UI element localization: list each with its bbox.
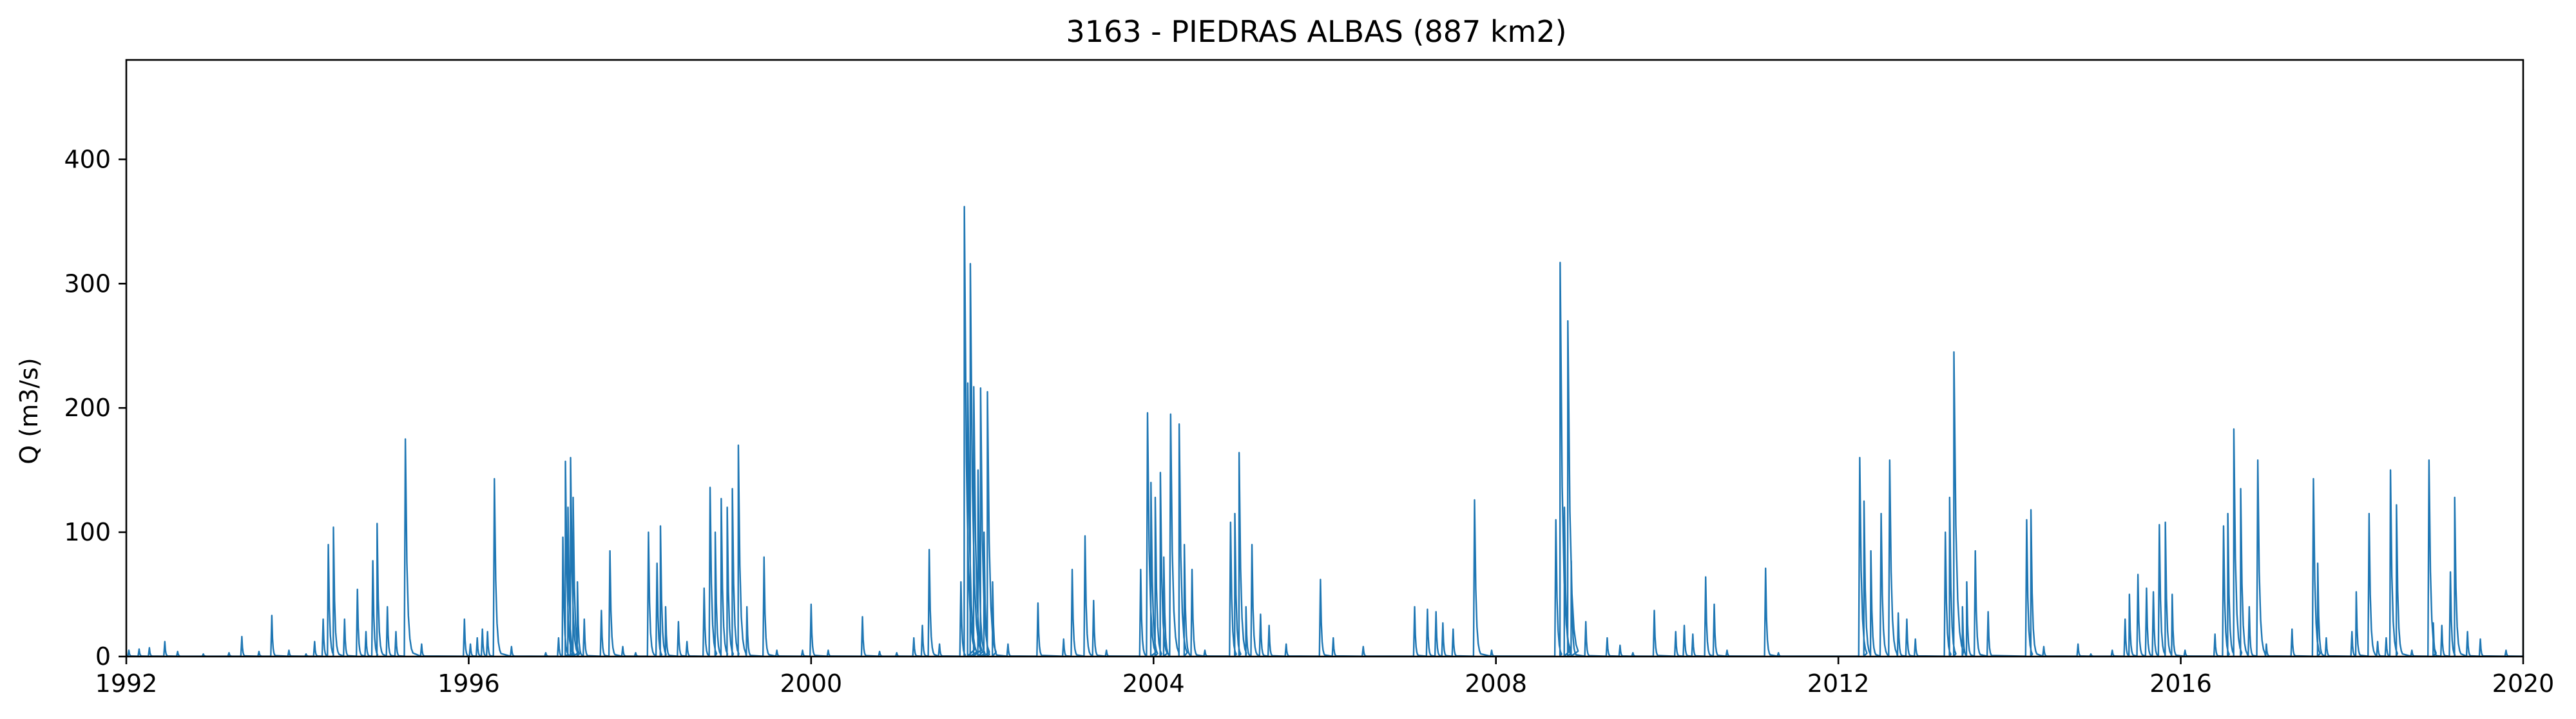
x-tick-label: 2016 xyxy=(2149,669,2212,698)
y-tick-label: 300 xyxy=(64,269,111,298)
y-axis: 0 100 200 300 400 xyxy=(64,145,126,671)
y-tick-label: 0 xyxy=(95,642,111,671)
y-tick-label: 200 xyxy=(64,394,111,422)
y-tick-label: 100 xyxy=(64,518,111,546)
y-tick-label: 400 xyxy=(64,145,111,173)
plot-frame xyxy=(126,60,2523,657)
discharge-series-line xyxy=(126,90,2523,656)
x-tick-label: 2020 xyxy=(2492,669,2555,698)
x-axis: 1992 1996 2000 2004 2008 2012 2016 2020 xyxy=(95,657,2555,698)
x-tick-label: 2008 xyxy=(1465,669,1527,698)
x-tick-label: 1996 xyxy=(437,669,500,698)
x-tick-label: 1992 xyxy=(95,669,158,698)
y-axis-label: Q (m3/s) xyxy=(15,358,43,464)
plot-area xyxy=(126,90,2523,656)
chart-title: 3163 - PIEDRAS ALBAS (887 km2) xyxy=(1066,14,1566,49)
x-tick-label: 2004 xyxy=(1122,669,1185,698)
x-tick-label: 2000 xyxy=(780,669,842,698)
x-tick-label: 2012 xyxy=(1807,669,1870,698)
